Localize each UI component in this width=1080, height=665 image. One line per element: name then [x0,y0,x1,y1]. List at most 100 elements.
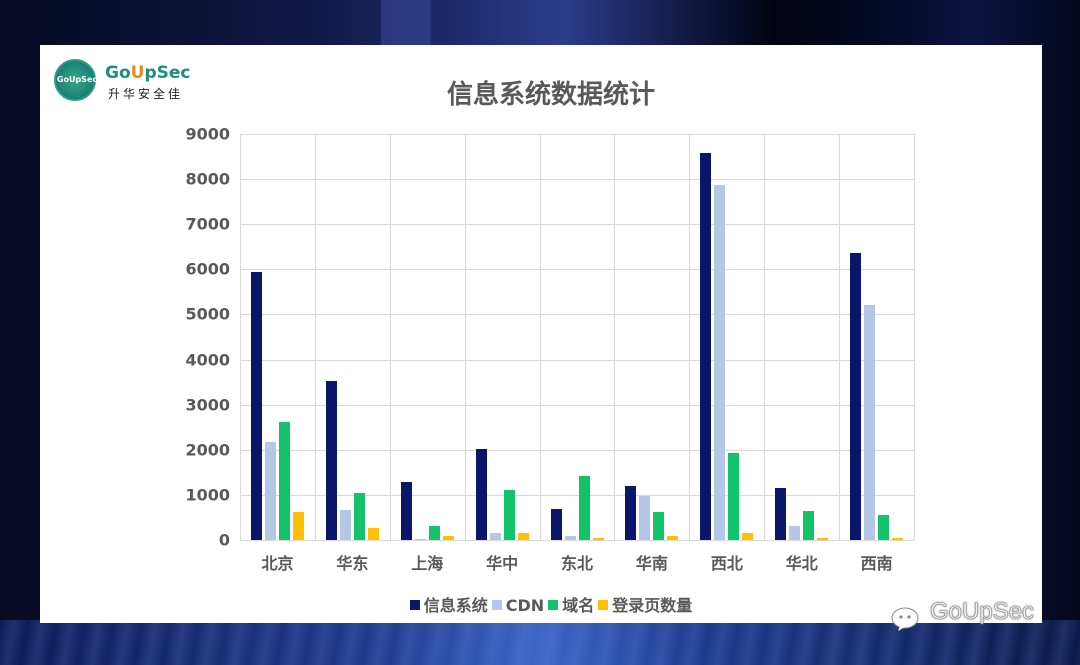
legend-item: 信息系统 [409,592,488,616]
bar [428,526,440,540]
bar [817,537,829,540]
bar [892,537,904,540]
bar [714,184,726,540]
legend-label: CDN [505,596,545,615]
bar [279,421,290,540]
bar [667,536,679,540]
gridline-vertical [314,134,316,540]
bar [592,538,604,540]
bar [700,152,712,540]
bar [475,449,487,540]
gridline-vertical [539,134,541,540]
y-tick-label: 2000 [185,440,230,460]
bar [414,538,426,540]
y-tick-label: 7000 [185,214,230,234]
bar [503,490,515,540]
bar [803,510,815,540]
legend-swatch-icon [491,600,502,610]
y-tick-label: 9000 [185,124,230,144]
bar [878,514,890,540]
gridline-horizontal [240,314,914,316]
gridline-vertical [389,134,391,540]
bar [489,533,501,540]
legend-label: 登录页数量 [612,596,693,615]
bar [265,442,276,540]
gridline-vertical [689,134,691,540]
legend-item: CDN [491,596,545,615]
x-tick-label: 西南 [860,554,893,573]
bar [550,508,562,540]
legend: 信息系统 CDN 域名 登录页数量 [0,592,1080,616]
x-tick-label: 华南 [635,554,668,573]
bar [789,526,801,540]
wechat-icon [874,598,919,631]
chart-title: 信息系统数据统计 [446,80,655,110]
bar [293,512,304,540]
bar [251,272,262,540]
gridline-vertical [764,134,766,540]
bar [578,475,590,540]
y-tick-label: 1000 [185,485,230,505]
logo-name-part1: Go [105,63,131,83]
bar [353,493,365,540]
bar [442,535,454,540]
gridline-vertical [464,134,466,540]
legend-swatch-icon [409,600,420,610]
gridline-vertical [839,134,841,540]
bar [639,495,651,540]
bar [742,533,754,540]
gridline-vertical [240,134,241,540]
gridline-horizontal [240,540,914,541]
gridline-vertical [914,134,915,540]
legend-label: 域名 [562,596,595,615]
bar [850,253,862,540]
bar [864,304,876,540]
gridline-horizontal [240,134,914,135]
bar [653,512,665,540]
legend-label: 信息系统 [423,596,488,615]
y-tick-label: 8000 [185,169,230,189]
gridline-horizontal [240,359,914,361]
bar [517,533,529,540]
watermark-text: GoUpSec [930,598,1035,626]
logo-name-u: U [130,63,145,83]
x-tick-label: 华东 [336,554,369,573]
bar [564,536,576,540]
y-tick-label: 5000 [185,304,230,324]
x-tick-label: 上海 [411,554,444,573]
gridline-horizontal [240,269,914,271]
bar [625,485,637,540]
y-tick-label: 4000 [185,350,230,370]
bar [728,452,740,540]
goupsec-logo: GoUpSec GoUpSec 升华安全佳 [54,59,194,105]
legend-item: 登录页数量 [598,592,692,616]
plot-area [240,134,915,541]
gridline-horizontal [240,449,914,451]
x-tick-label: 华中 [486,554,519,573]
gridline-horizontal [240,404,914,406]
x-tick-label: 东北 [561,554,594,573]
bar [775,487,787,540]
logo-name: GoUpSec [105,63,190,83]
logo-subtitle: 升华安全佳 [108,87,184,101]
y-tick-label: 6000 [185,259,230,279]
logo-badge-text: GoUpSec [56,75,98,84]
y-tick-label: 3000 [185,395,230,415]
gridline-horizontal [240,224,914,226]
x-tick-label: 西北 [710,554,743,573]
legend-swatch-icon [598,600,609,610]
y-tick-label: 0 [218,530,230,550]
logo-globe-icon: GoUpSec [54,59,98,101]
legend-swatch-icon [548,600,559,610]
logo-name-part2: pSec [144,63,191,83]
x-tick-label: 华北 [785,554,818,573]
bar [400,481,412,540]
bar [325,381,337,540]
gridline-horizontal [240,179,914,181]
x-tick-label: 北京 [261,554,294,573]
gridline-vertical [614,134,616,540]
bar [339,510,351,540]
legend-item: 域名 [548,592,594,616]
gridline-horizontal [240,494,914,496]
bar [367,528,379,540]
